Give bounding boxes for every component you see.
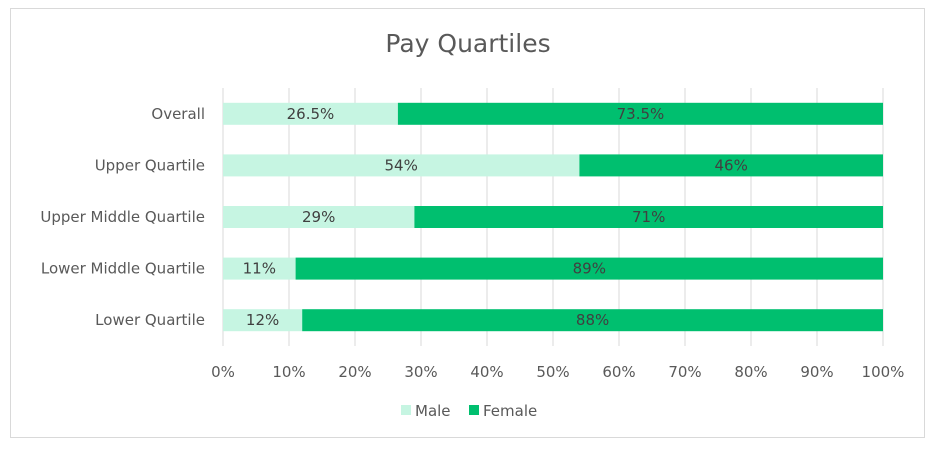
data-label: 54%: [385, 156, 418, 174]
legend-swatch-female: [469, 405, 479, 415]
category-label: Upper Quartile: [95, 156, 205, 174]
x-tick-label: 80%: [734, 363, 767, 381]
legend-label: Male: [415, 402, 451, 420]
category-label: Upper Middle Quartile: [40, 208, 205, 226]
x-axis-ticks: 0% 10% 20% 30% 40% 50% 60% 70% 80% 90% 100%: [211, 363, 904, 381]
bar-female: [579, 154, 883, 177]
legend-swatch-male: [401, 405, 411, 415]
chart-title: Pay Quartiles: [385, 29, 550, 58]
x-tick-label: 10%: [272, 363, 305, 381]
legend-label: Female: [483, 402, 537, 420]
x-tick-label: 90%: [800, 363, 833, 381]
bar-male: [223, 154, 580, 177]
category-label: Lower Middle Quartile: [41, 260, 205, 278]
bar-female: [397, 102, 883, 125]
x-tick-label: 50%: [536, 363, 569, 381]
x-tick-label: 40%: [470, 363, 503, 381]
data-label: 88%: [576, 311, 609, 329]
bar-male: [223, 257, 296, 280]
bar-male: [223, 206, 415, 228]
x-tick-label: 0%: [211, 363, 235, 381]
x-tick-label: 70%: [668, 363, 701, 381]
data-label: 73.5%: [617, 105, 665, 123]
bar-male: [223, 309, 303, 332]
data-label: 11%: [243, 260, 276, 278]
data-label: 46%: [715, 156, 748, 174]
category-label: Lower Quartile: [95, 311, 205, 329]
bars: 26.5% 73.5% 54% 46% 29% 71% 11% 89% 12% 88%: [223, 102, 884, 332]
category-label: Overall: [151, 105, 205, 123]
legend: Male Female: [401, 402, 537, 420]
x-tick-label: 20%: [338, 363, 371, 381]
category-labels: Overall Upper Quartile Upper Middle Quarti…: [40, 105, 205, 329]
x-tick-label: 60%: [602, 363, 635, 381]
data-label: 89%: [573, 260, 606, 278]
data-label: 29%: [302, 208, 335, 226]
data-label: 12%: [246, 311, 279, 329]
x-tick-label: 100%: [862, 363, 905, 381]
data-label: 71%: [632, 208, 665, 226]
x-tick-label: 30%: [404, 363, 437, 381]
bar-female: [414, 206, 883, 228]
bar-male: [223, 102, 398, 125]
bar-female: [295, 257, 884, 280]
bar-female: [302, 309, 883, 332]
data-label: 26.5%: [287, 105, 335, 123]
